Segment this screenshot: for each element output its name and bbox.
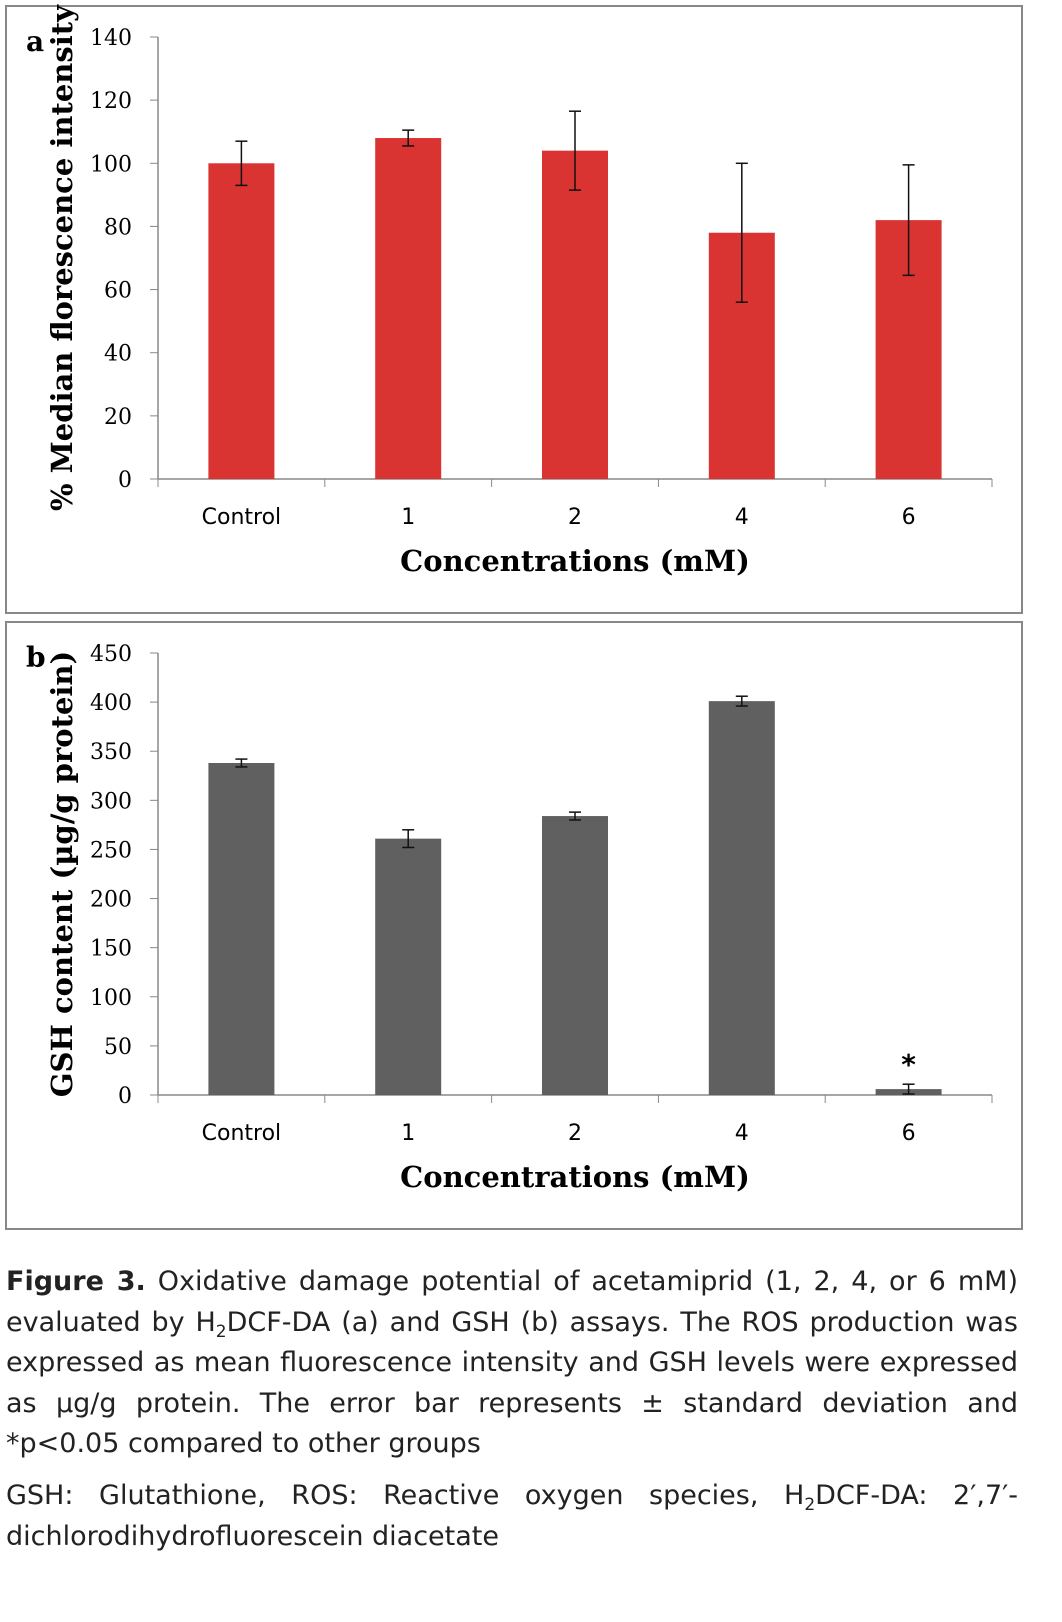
y-tick-label: 350 <box>90 740 132 765</box>
y-tick-label: 80 <box>104 215 132 240</box>
caption-subscript: 2 <box>215 1321 227 1342</box>
x-tick-label: Control <box>202 1121 282 1146</box>
panel-border <box>5 5 1023 614</box>
abbr-subscript: 2 <box>804 1495 816 1515</box>
error-bar-2 <box>569 110 581 191</box>
y-tick-label: 140 <box>90 26 132 51</box>
error-bar-6 <box>902 164 915 277</box>
y-axis-title: % Median florescence intensity <box>45 4 79 511</box>
x-tick-label: 1 <box>401 1121 415 1146</box>
x-tick-label: 1 <box>401 505 415 530</box>
abbr-text: GSH: Glutathione, ROS: Reactive oxygen s… <box>6 1480 805 1511</box>
x-axis-title: Concentrations (mM) <box>400 1160 750 1194</box>
y-tick-label: 200 <box>90 888 132 913</box>
panel-label: b <box>26 641 46 674</box>
y-tick-label: 50 <box>104 1035 132 1060</box>
x-tick-label: 4 <box>735 1121 749 1146</box>
x-tick-label: 2 <box>568 505 582 530</box>
caption-text: Oxidative damage potential of acetamipri… <box>6 1266 1019 1338</box>
y-tick-label: 0 <box>118 1084 132 1109</box>
error-bar-4 <box>735 695 748 707</box>
bar-Control <box>208 763 275 1095</box>
y-tick-label: 60 <box>104 279 132 304</box>
x-tick-label: 6 <box>902 505 916 530</box>
x-tick-label: 6 <box>902 1121 916 1146</box>
error-bar-2 <box>569 811 581 821</box>
bar-2 <box>542 816 608 1095</box>
panel-border <box>5 621 1023 1230</box>
figure-caption: Figure 3. Oxidative damage potential of … <box>6 1262 1018 1465</box>
error-bar-Control <box>235 140 248 187</box>
y-axis-title: GSH content (µg/g protein) <box>45 651 79 1097</box>
bar-2 <box>542 150 608 479</box>
abbreviations: GSH: Glutathione, ROS: Reactive oxygen s… <box>6 1476 1018 1557</box>
y-tick-label: 300 <box>90 789 132 814</box>
x-tick-label: 2 <box>568 1121 582 1146</box>
error-bar-4 <box>735 162 748 303</box>
x-tick-label: Control <box>202 505 282 530</box>
y-tick-label: 40 <box>104 342 132 367</box>
y-tick-label: 450 <box>90 642 132 667</box>
error-bar-1 <box>402 129 415 147</box>
error-bar-Control <box>235 758 248 768</box>
y-tick-label: 100 <box>90 986 132 1011</box>
bar-Control <box>208 163 275 480</box>
panel-label: a <box>26 25 44 58</box>
x-axis-title: Concentrations (mM) <box>400 544 750 578</box>
significance-marker: * <box>901 1048 916 1081</box>
chart-panel-b: b 0 50 100 150 200 250 300 350 400 450 Control 1 2 4 6 *… <box>5 621 1023 1230</box>
error-bar-1 <box>402 829 415 849</box>
y-tick-label: 100 <box>90 152 132 177</box>
y-tick-label: 250 <box>90 838 132 863</box>
error-bar-6 <box>902 1083 915 1095</box>
y-tick-label: 150 <box>90 937 132 962</box>
caption-label: Figure 3. <box>6 1266 146 1297</box>
abbr-text-2: DCF-DA: 2′,7′-dichlorodihydrofluorescein… <box>6 1480 1018 1552</box>
y-tick-label: 120 <box>90 89 132 114</box>
bar-1 <box>375 138 442 479</box>
y-tick-label: 400 <box>90 691 132 716</box>
bar-4 <box>708 701 775 1095</box>
y-tick-label: 20 <box>104 405 132 430</box>
chart-panel-a: a 0 20 40 60 80 100 120 140 Control 1 2 4 6 Concentrat… <box>5 4 1023 614</box>
y-tick-label: 0 <box>118 468 132 493</box>
bar-1 <box>375 838 442 1095</box>
caption-text-2: DCF-DA (a) and GSH (b) assays. The ROS p… <box>6 1306 1019 1460</box>
x-tick-label: 4 <box>735 505 749 530</box>
